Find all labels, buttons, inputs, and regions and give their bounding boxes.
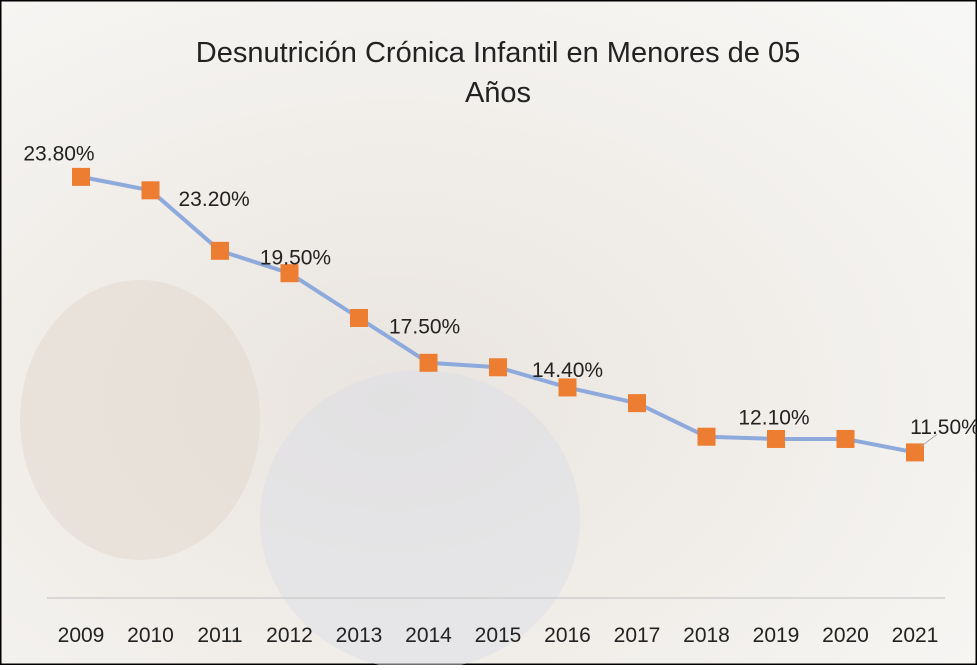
x-tick-label: 2017 — [614, 624, 661, 647]
data-marker — [837, 430, 855, 448]
data-label: 19.50% — [260, 247, 331, 270]
data-marker — [698, 428, 716, 446]
data-marker — [142, 181, 160, 199]
data-label: 14.40% — [532, 359, 603, 382]
data-marker — [72, 168, 90, 186]
x-tick-label: 2013 — [336, 624, 383, 647]
data-marker — [489, 358, 507, 376]
background-photo — [260, 370, 580, 665]
x-tick-label: 2012 — [266, 624, 313, 647]
data-marker — [767, 430, 785, 448]
data-label: 12.10% — [738, 407, 809, 430]
x-tick-label: 2019 — [753, 624, 800, 647]
data-marker — [628, 394, 646, 412]
x-tick-label: 2014 — [405, 624, 452, 647]
data-label: 17.50% — [389, 316, 460, 339]
x-tick-label: 2011 — [197, 624, 242, 647]
data-marker — [350, 309, 368, 327]
x-tick-label: 2009 — [58, 624, 105, 647]
x-tick-label: 2015 — [475, 624, 522, 647]
data-marker — [420, 354, 438, 372]
background-photo — [20, 280, 260, 560]
x-tick-label: 2020 — [822, 624, 869, 647]
data-label: 11.50% — [910, 416, 977, 439]
data-label: 23.80% — [23, 142, 94, 165]
chart: Desnutrición Crónica Infantil en Menores… — [0, 0, 977, 665]
data-marker — [211, 242, 229, 260]
x-tick-label: 2010 — [127, 624, 174, 647]
data-label: 23.20% — [179, 188, 250, 211]
x-tick-label: 2021 — [892, 624, 939, 647]
x-tick-label: 2018 — [683, 624, 730, 647]
x-tick-label: 2016 — [544, 624, 591, 647]
